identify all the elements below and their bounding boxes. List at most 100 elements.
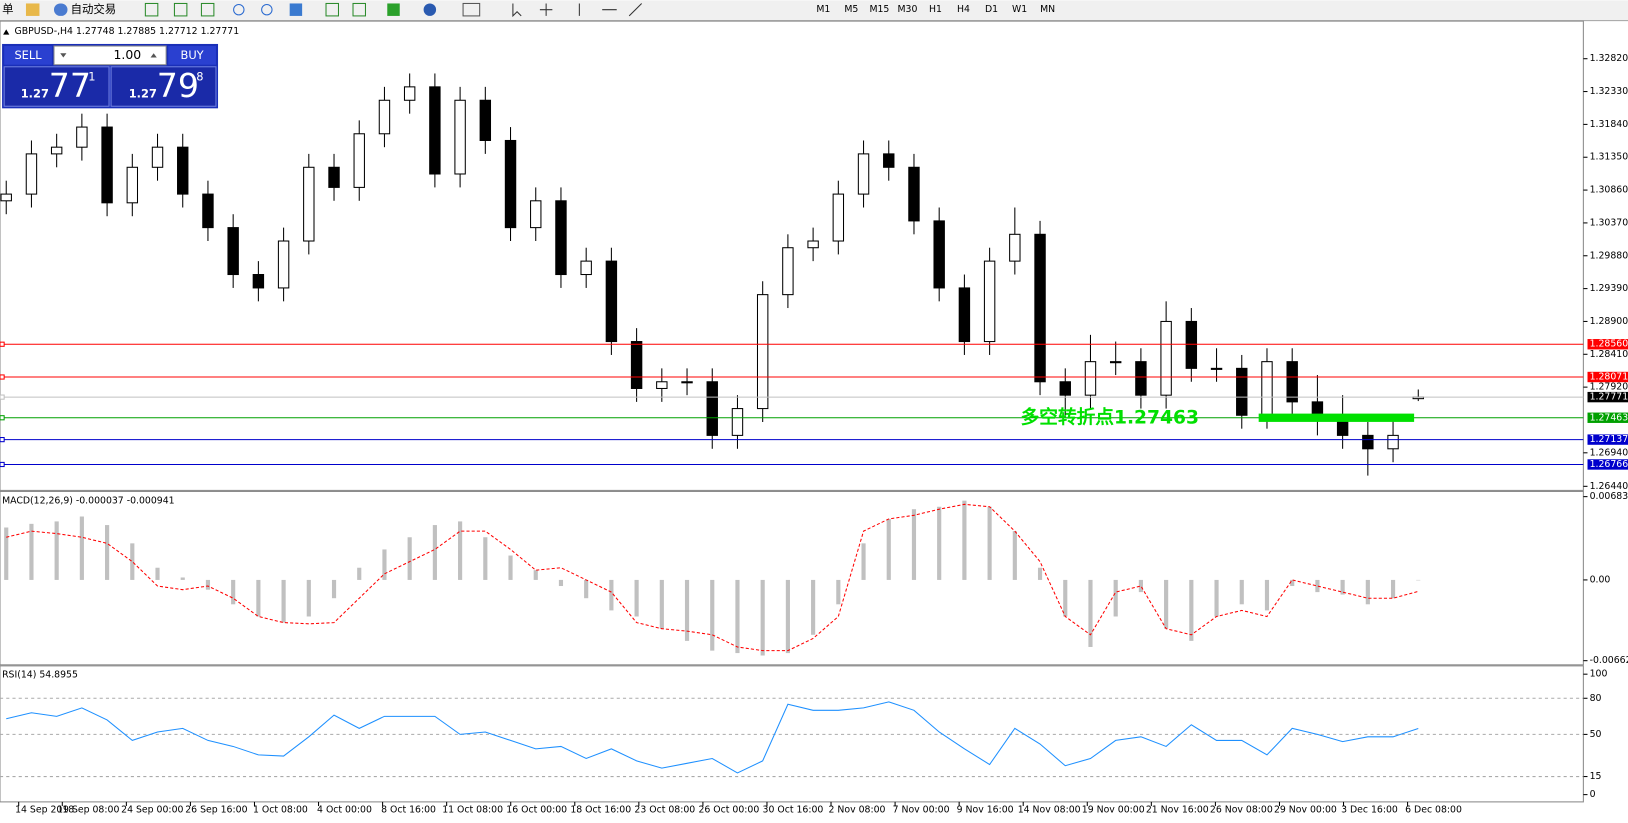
macd-pane — [0, 490, 1584, 666]
y-tick-label: 50 — [1590, 729, 1602, 740]
candle-body — [1135, 361, 1147, 396]
timeframe-button[interactable]: M30 — [897, 4, 917, 15]
candle-body — [50, 146, 63, 155]
timeframe-button[interactable]: H1 — [929, 4, 942, 15]
x-tick-label: 30 Oct 16:00 — [763, 805, 824, 816]
candle-body — [252, 274, 265, 289]
ask-sup: 8 — [196, 70, 203, 84]
toolbar-item[interactable]: 自动交易 — [71, 2, 117, 16]
timeframe-button[interactable]: M5 — [844, 4, 858, 15]
candle-body — [605, 260, 618, 343]
candle-body — [303, 166, 315, 242]
candle-body — [656, 381, 668, 389]
level-label-bg — [1587, 412, 1628, 423]
candle-body — [933, 220, 945, 289]
macd-bar — [1365, 579, 1370, 605]
macd-bar — [54, 521, 59, 580]
level-label-bg — [1587, 391, 1628, 403]
candle-body — [782, 247, 794, 296]
icon[interactable] — [261, 3, 273, 16]
macd-bar — [29, 523, 34, 580]
timeframe-button[interactable]: H4 — [957, 4, 970, 15]
y-tick-label: 1.30860 — [1590, 185, 1628, 196]
candle-body — [958, 287, 971, 343]
macd-bar — [231, 579, 236, 605]
timeframe-button[interactable]: M15 — [869, 4, 889, 15]
level-marker — [0, 437, 5, 443]
macd-bar — [1315, 579, 1320, 593]
y-tick-label: -0.006624 — [1590, 655, 1628, 666]
level-marker — [0, 394, 5, 400]
icon[interactable] — [233, 3, 245, 16]
macd-bar — [937, 506, 942, 580]
lot-value[interactable]: 1.00 — [114, 47, 142, 62]
icon[interactable] — [173, 2, 188, 17]
icon[interactable] — [387, 3, 400, 16]
icon[interactable] — [578, 3, 643, 17]
y-tick-label: 1.32820 — [1590, 53, 1628, 64]
toolbar-item[interactable]: 单 — [2, 2, 13, 16]
icon[interactable] — [539, 3, 553, 16]
macd-bar — [710, 579, 715, 651]
icon — [150, 53, 157, 58]
icon[interactable] — [325, 2, 339, 17]
macd-bar — [609, 579, 614, 611]
macd-bar — [331, 579, 337, 599]
level-marker — [0, 374, 5, 380]
macd-bar — [1214, 579, 1219, 617]
candle-body — [832, 193, 845, 242]
candle-body — [328, 166, 340, 188]
buy-label[interactable]: BUY — [181, 48, 204, 62]
buy-button[interactable] — [168, 46, 216, 65]
icon — [53, 3, 68, 16]
x-tick-label: 19 Nov 00:00 — [1082, 805, 1145, 816]
icon[interactable] — [144, 2, 159, 17]
lot-input[interactable] — [53, 45, 167, 66]
candle-body — [1160, 320, 1172, 396]
level-marker — [0, 341, 5, 347]
x-tick-label: 6 Dec 08:00 — [1405, 805, 1462, 816]
icon[interactable] — [462, 2, 481, 17]
timeframe-button[interactable]: W1 — [1012, 4, 1027, 15]
y-tick-label: 1.26940 — [1590, 447, 1628, 458]
x-tick-label: 8 Oct 16:00 — [381, 805, 436, 816]
level-label-bg — [1587, 434, 1628, 445]
y-tick-label: 0.006831 — [1590, 491, 1628, 502]
x-tick-label: 26 Sep 16:00 — [185, 805, 247, 816]
y-tick-label: 1.26440 — [1590, 481, 1628, 492]
sell-button[interactable] — [4, 46, 52, 65]
candle-body — [403, 86, 416, 101]
timeframe-button[interactable]: M1 — [816, 4, 830, 15]
sell-label[interactable]: SELL — [14, 48, 42, 62]
icon[interactable] — [352, 2, 366, 17]
candle-body — [706, 381, 718, 436]
icon[interactable] — [512, 3, 522, 18]
icon[interactable] — [423, 3, 437, 16]
timeframe-button[interactable]: D1 — [985, 4, 998, 15]
bid-box[interactable] — [3, 66, 110, 107]
x-tick-label: 7 Nov 00:00 — [893, 805, 950, 816]
candle-body — [177, 146, 189, 195]
ask-box[interactable] — [110, 66, 217, 107]
x-tick-label: 11 Oct 08:00 — [442, 805, 503, 816]
candle-body — [1236, 367, 1248, 416]
level-label-bg — [1587, 459, 1628, 470]
candle-body — [580, 260, 592, 276]
macd-bar — [836, 579, 841, 605]
candle-body — [454, 99, 466, 175]
y-tick-label: 15 — [1590, 771, 1602, 782]
icon[interactable] — [289, 3, 303, 16]
candle-body — [101, 126, 113, 204]
x-tick-label: 2 Nov 08:00 — [829, 805, 886, 816]
chart-title: RSI(14) 54.8955 — [2, 670, 78, 681]
candle-body — [126, 166, 139, 204]
y-tick-label: 1.31350 — [1590, 152, 1628, 163]
level-label: 1.26766 — [1590, 459, 1628, 470]
ask-prefix: 1.27 — [129, 86, 157, 100]
icon[interactable] — [200, 2, 215, 17]
candle-body — [883, 153, 895, 168]
candle-body — [857, 153, 870, 195]
timeframe-button[interactable]: MN — [1040, 4, 1055, 15]
candle-body — [530, 200, 542, 229]
y-tick-label: 1.30370 — [1590, 217, 1628, 228]
